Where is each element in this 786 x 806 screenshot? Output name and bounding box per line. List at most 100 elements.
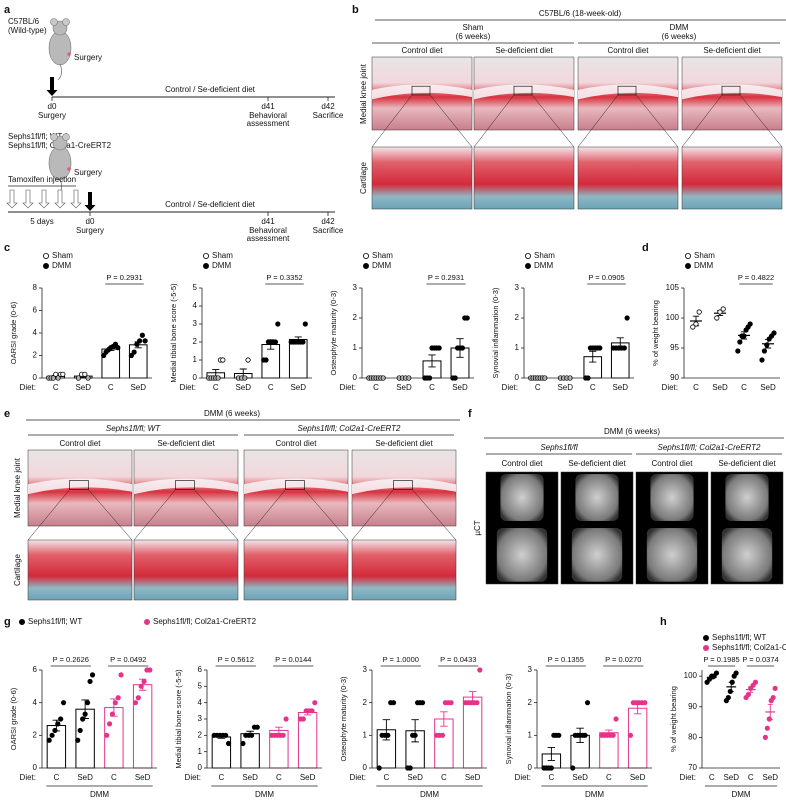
data-point — [312, 700, 318, 706]
x-tick-label: C — [53, 773, 59, 782]
data-point — [142, 338, 148, 344]
legend-marker — [202, 252, 209, 259]
mouse-label: C57BL/6 — [8, 17, 40, 26]
data-point — [60, 371, 66, 377]
x-tick-label: SeD — [630, 773, 646, 782]
image — [243, 539, 349, 601]
injection-label: Tamoxifen injection — [8, 175, 76, 184]
data-point — [118, 672, 124, 678]
group-label: Sephs1fl/fl; Col2a1-CreERT2 — [657, 443, 761, 452]
image — [577, 146, 679, 210]
column-label: Se-deficient diet — [568, 459, 626, 468]
panel-label: c — [4, 242, 10, 254]
arrow — [22, 189, 34, 209]
row-label: Cartilage — [13, 553, 22, 586]
data-point — [439, 732, 446, 738]
error-bar — [428, 354, 436, 368]
tissue — [352, 478, 456, 495]
data-point — [624, 315, 630, 321]
tissue — [134, 478, 238, 495]
x-tick-label: C — [383, 773, 389, 782]
column-label: Control diet — [276, 439, 318, 448]
y-tick-label: 3 — [528, 665, 533, 674]
error-bar — [547, 746, 556, 761]
data-point — [597, 345, 603, 351]
group-label: (6 weeks) — [662, 32, 697, 41]
bar — [240, 733, 260, 769]
data-point — [610, 732, 616, 738]
data-point — [309, 708, 315, 714]
mouse-body — [48, 30, 72, 66]
y-tick-label: 2 — [515, 313, 520, 322]
x-tick-label: SeD — [465, 773, 481, 782]
legend-marker — [362, 262, 369, 269]
x-tick-label: SeD — [135, 773, 151, 782]
zoom-line — [531, 94, 575, 148]
data-point — [696, 309, 702, 315]
data-point — [263, 357, 269, 363]
y-tick-label: 0 — [193, 373, 198, 382]
y-axis-label: OARSI grade (0-6) — [9, 301, 18, 364]
x-prefix: Diet: — [20, 383, 36, 392]
data-point — [58, 716, 64, 722]
p-value: P = 0.2626 — [53, 655, 89, 664]
y-axis-label: Medial tibial bone score (-5-5) — [169, 283, 178, 383]
data-point — [223, 732, 229, 738]
y-axis-label: Osteophyte maturity (0-3) — [339, 676, 348, 762]
x-tick-label: SeD — [300, 773, 316, 782]
arrow — [84, 192, 96, 211]
data-point — [759, 357, 765, 363]
y-axis-label: OARSI grade (0-6) — [9, 687, 18, 750]
zoom-line — [133, 489, 176, 541]
data-point — [459, 345, 465, 351]
data-point — [245, 357, 251, 363]
x-tick-label: C — [709, 773, 715, 782]
legend-marker — [43, 252, 50, 259]
data-point — [87, 678, 93, 685]
y-tick-label: 2 — [363, 698, 368, 707]
bar — [462, 696, 483, 769]
legend-label: Sham — [534, 251, 555, 260]
group-label: Sephs1fl/fl; Col2a1-CreERT2 — [297, 424, 401, 433]
mouse-ear — [50, 133, 58, 141]
mouse-ear — [50, 18, 58, 26]
y-tick-label: 1 — [528, 730, 533, 739]
data-point — [770, 694, 776, 701]
column-label: Se-deficient diet — [495, 46, 553, 55]
zoom-line — [412, 489, 457, 541]
data-point — [412, 732, 418, 738]
x-tick-label: SeD — [77, 773, 93, 782]
y-axis-label: Synovial inflammation (0-3) — [491, 287, 500, 378]
p-value: P = 0.1355 — [548, 655, 584, 664]
data-point — [141, 678, 147, 685]
data-point — [733, 670, 739, 676]
day-label: d0 — [48, 102, 57, 111]
data-point — [762, 734, 768, 740]
data-point — [584, 700, 591, 706]
zoom-line — [577, 94, 619, 148]
bone — [650, 474, 694, 522]
y-tick-label: 6 — [198, 665, 203, 674]
event-label: Sacrifice — [313, 111, 344, 120]
data-point — [737, 339, 743, 345]
panel-label: g — [4, 616, 11, 628]
zoom-line — [243, 489, 286, 541]
panel-label: f — [468, 408, 472, 420]
data-point — [220, 357, 226, 363]
data-point — [642, 700, 648, 706]
p-value: P = 1.0000 — [383, 655, 419, 664]
legend-marker — [685, 262, 692, 269]
data-point — [771, 330, 777, 336]
data-point — [280, 732, 286, 738]
data-point — [747, 321, 753, 327]
data-point — [138, 683, 144, 689]
data-point — [272, 339, 279, 345]
p-value: P = 0.2931 — [428, 273, 464, 282]
data-point — [713, 670, 720, 676]
x-prefix: Diet: — [515, 773, 531, 782]
zoom-line — [351, 489, 394, 541]
panel-label: h — [660, 616, 667, 628]
data-point — [60, 700, 67, 706]
arrow — [46, 77, 58, 96]
x-prefix: Diet: — [180, 383, 196, 392]
